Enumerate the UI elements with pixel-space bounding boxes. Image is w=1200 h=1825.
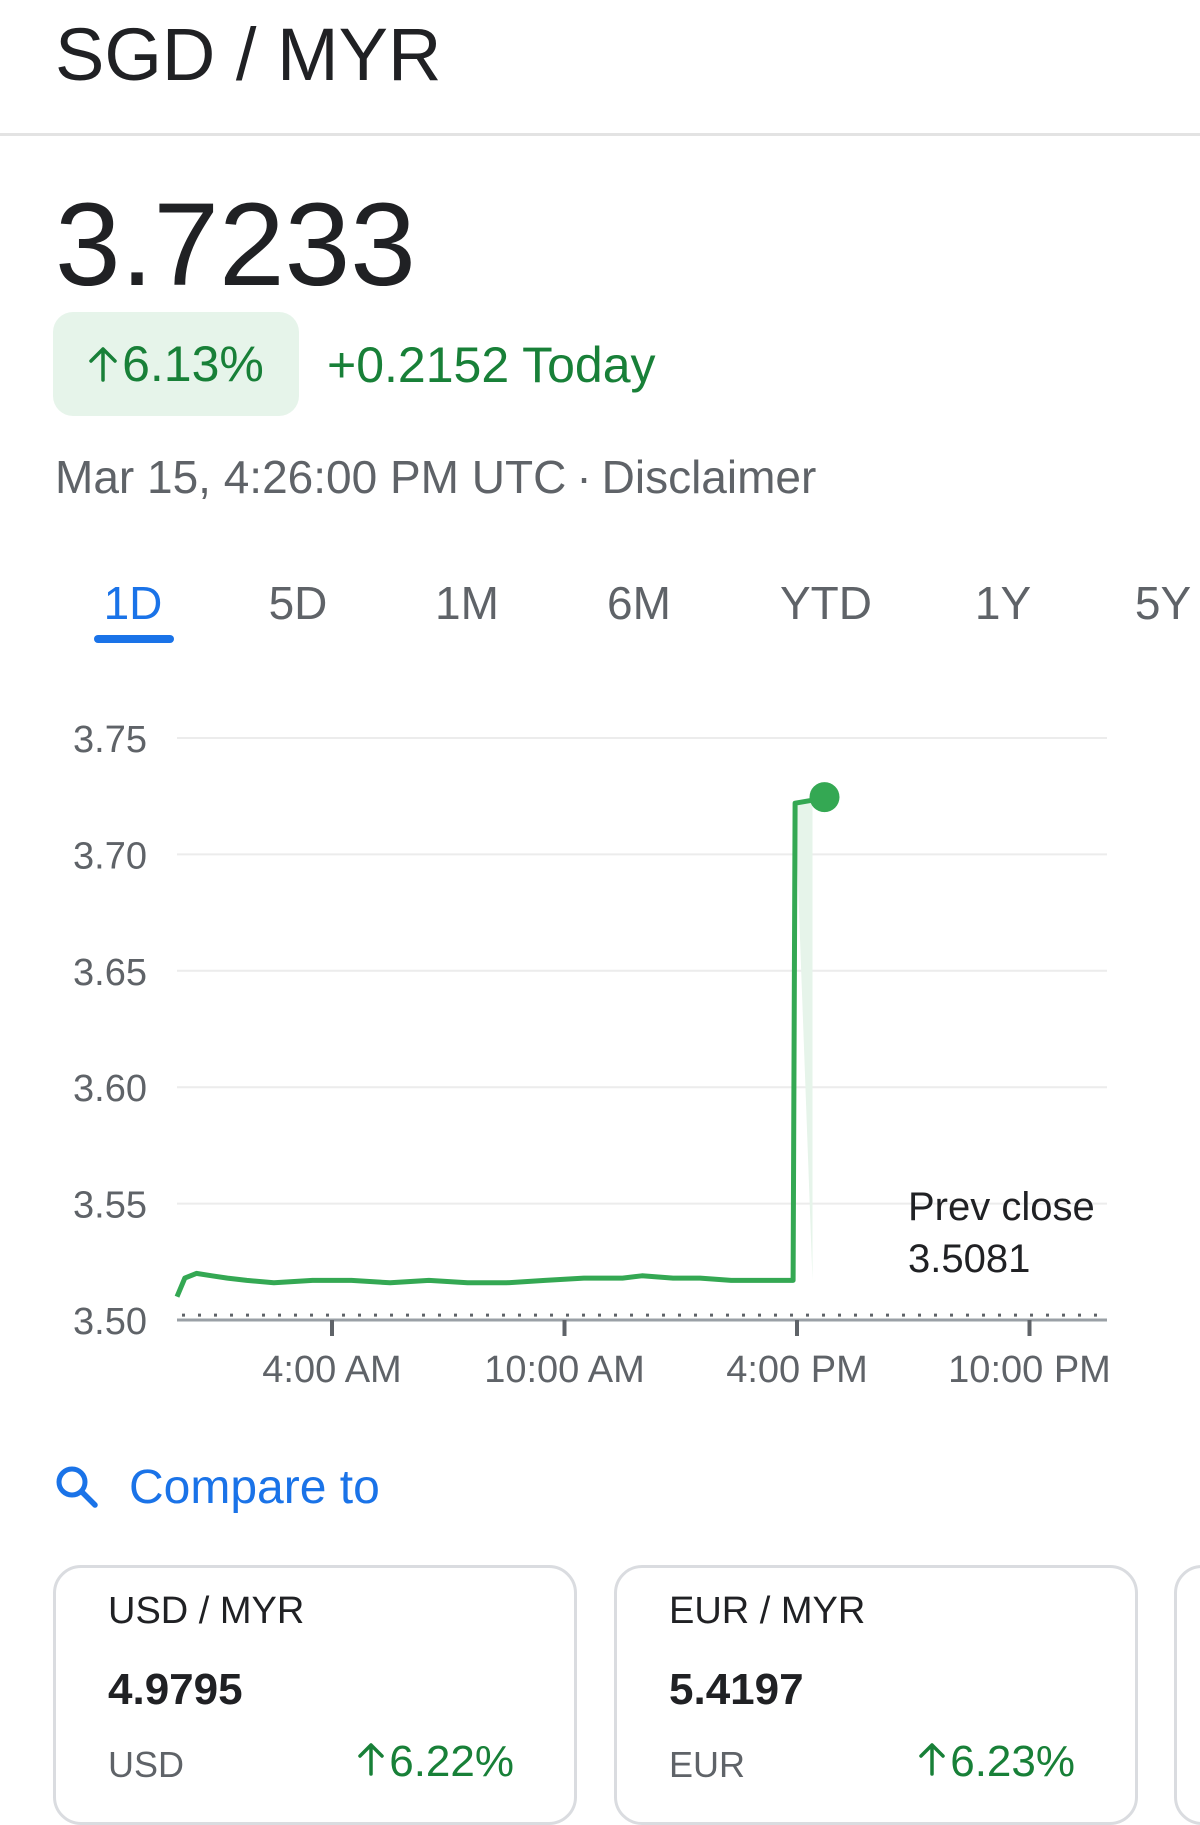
tab-5d[interactable]: 5D xyxy=(268,577,328,629)
prev-close-value: 3.5081 xyxy=(908,1237,1030,1281)
card-change: 6.22% xyxy=(357,1736,514,1788)
series-line xyxy=(174,797,813,1298)
x-tick-label: 10:00 PM xyxy=(948,1349,1111,1391)
separator: · xyxy=(576,451,592,503)
card-change-value: 6.23% xyxy=(950,1737,1075,1786)
change-today: +0.2152 Today xyxy=(327,337,656,393)
tab-6m[interactable]: 6M xyxy=(607,577,671,629)
card-change: 6.23% xyxy=(918,1736,1075,1788)
arrow-up-icon xyxy=(88,346,118,382)
y-tick-label: 3.55 xyxy=(73,1185,147,1227)
tab-1y[interactable]: 1Y xyxy=(974,577,1032,629)
pair-title: SGD / MYR xyxy=(55,13,442,96)
card-change-value: 6.22% xyxy=(389,1737,514,1786)
header-divider xyxy=(0,133,1200,136)
compare-card-partial[interactable] xyxy=(1174,1565,1200,1825)
current-price: 3.7233 xyxy=(55,179,416,311)
tab-1m[interactable]: 1M xyxy=(435,577,499,629)
y-tick-label: 3.60 xyxy=(73,1068,147,1110)
compare-to-label: Compare to xyxy=(129,1461,380,1514)
x-tick-label: 4:00 PM xyxy=(726,1349,868,1391)
price-chart[interactable]: 3.75 3.70 3.65 3.60 3.55 3.50 4:00 AM 10:00 AM 4… xyxy=(0,700,1200,1420)
tab-1d[interactable]: 1D xyxy=(103,577,163,629)
y-tick-label: 3.65 xyxy=(73,952,147,994)
area-fill xyxy=(795,800,813,1281)
x-tick-label: 10:00 AM xyxy=(484,1349,645,1391)
card-price: 4.9795 xyxy=(108,1665,243,1714)
prev-close-label: Prev close xyxy=(908,1185,1095,1229)
disclaimer-link[interactable]: Disclaimer xyxy=(601,451,817,503)
timestamp-row: Mar 15, 4:26:00 PM UTC · Disclaimer xyxy=(55,449,816,505)
tab-5y[interactable]: 5Y xyxy=(1134,577,1192,629)
card-pair: EUR / MYR xyxy=(669,1590,866,1632)
timestamp: Mar 15, 4:26:00 PM UTC xyxy=(55,451,567,503)
change-percent: 6.13% xyxy=(122,336,264,392)
y-tick-label: 3.75 xyxy=(73,719,147,761)
card-price: 5.4197 xyxy=(669,1665,804,1714)
tab-ytd[interactable]: YTD xyxy=(780,577,872,629)
active-tab-indicator xyxy=(94,635,174,643)
last-point-dot xyxy=(809,782,840,813)
arrow-up-icon xyxy=(357,1736,385,1788)
compare-card-eur-myr[interactable]: EUR / MYR 5.4197 EUR 6.23% xyxy=(614,1565,1138,1825)
card-base-currency: USD xyxy=(108,1744,185,1785)
card-pair: USD / MYR xyxy=(108,1590,305,1632)
x-tick-label: 4:00 AM xyxy=(262,1349,401,1391)
card-base-currency: EUR xyxy=(669,1744,746,1785)
search-icon xyxy=(53,1463,99,1514)
compare-card-usd-myr[interactable]: USD / MYR 4.9795 USD 6.22% xyxy=(53,1565,577,1825)
arrow-up-icon xyxy=(918,1736,946,1788)
compare-to-button[interactable]: Compare to xyxy=(53,1458,380,1518)
change-percent-badge: 6.13% xyxy=(53,312,299,416)
y-tick-label: 3.50 xyxy=(73,1301,147,1343)
y-tick-label: 3.70 xyxy=(73,835,147,877)
